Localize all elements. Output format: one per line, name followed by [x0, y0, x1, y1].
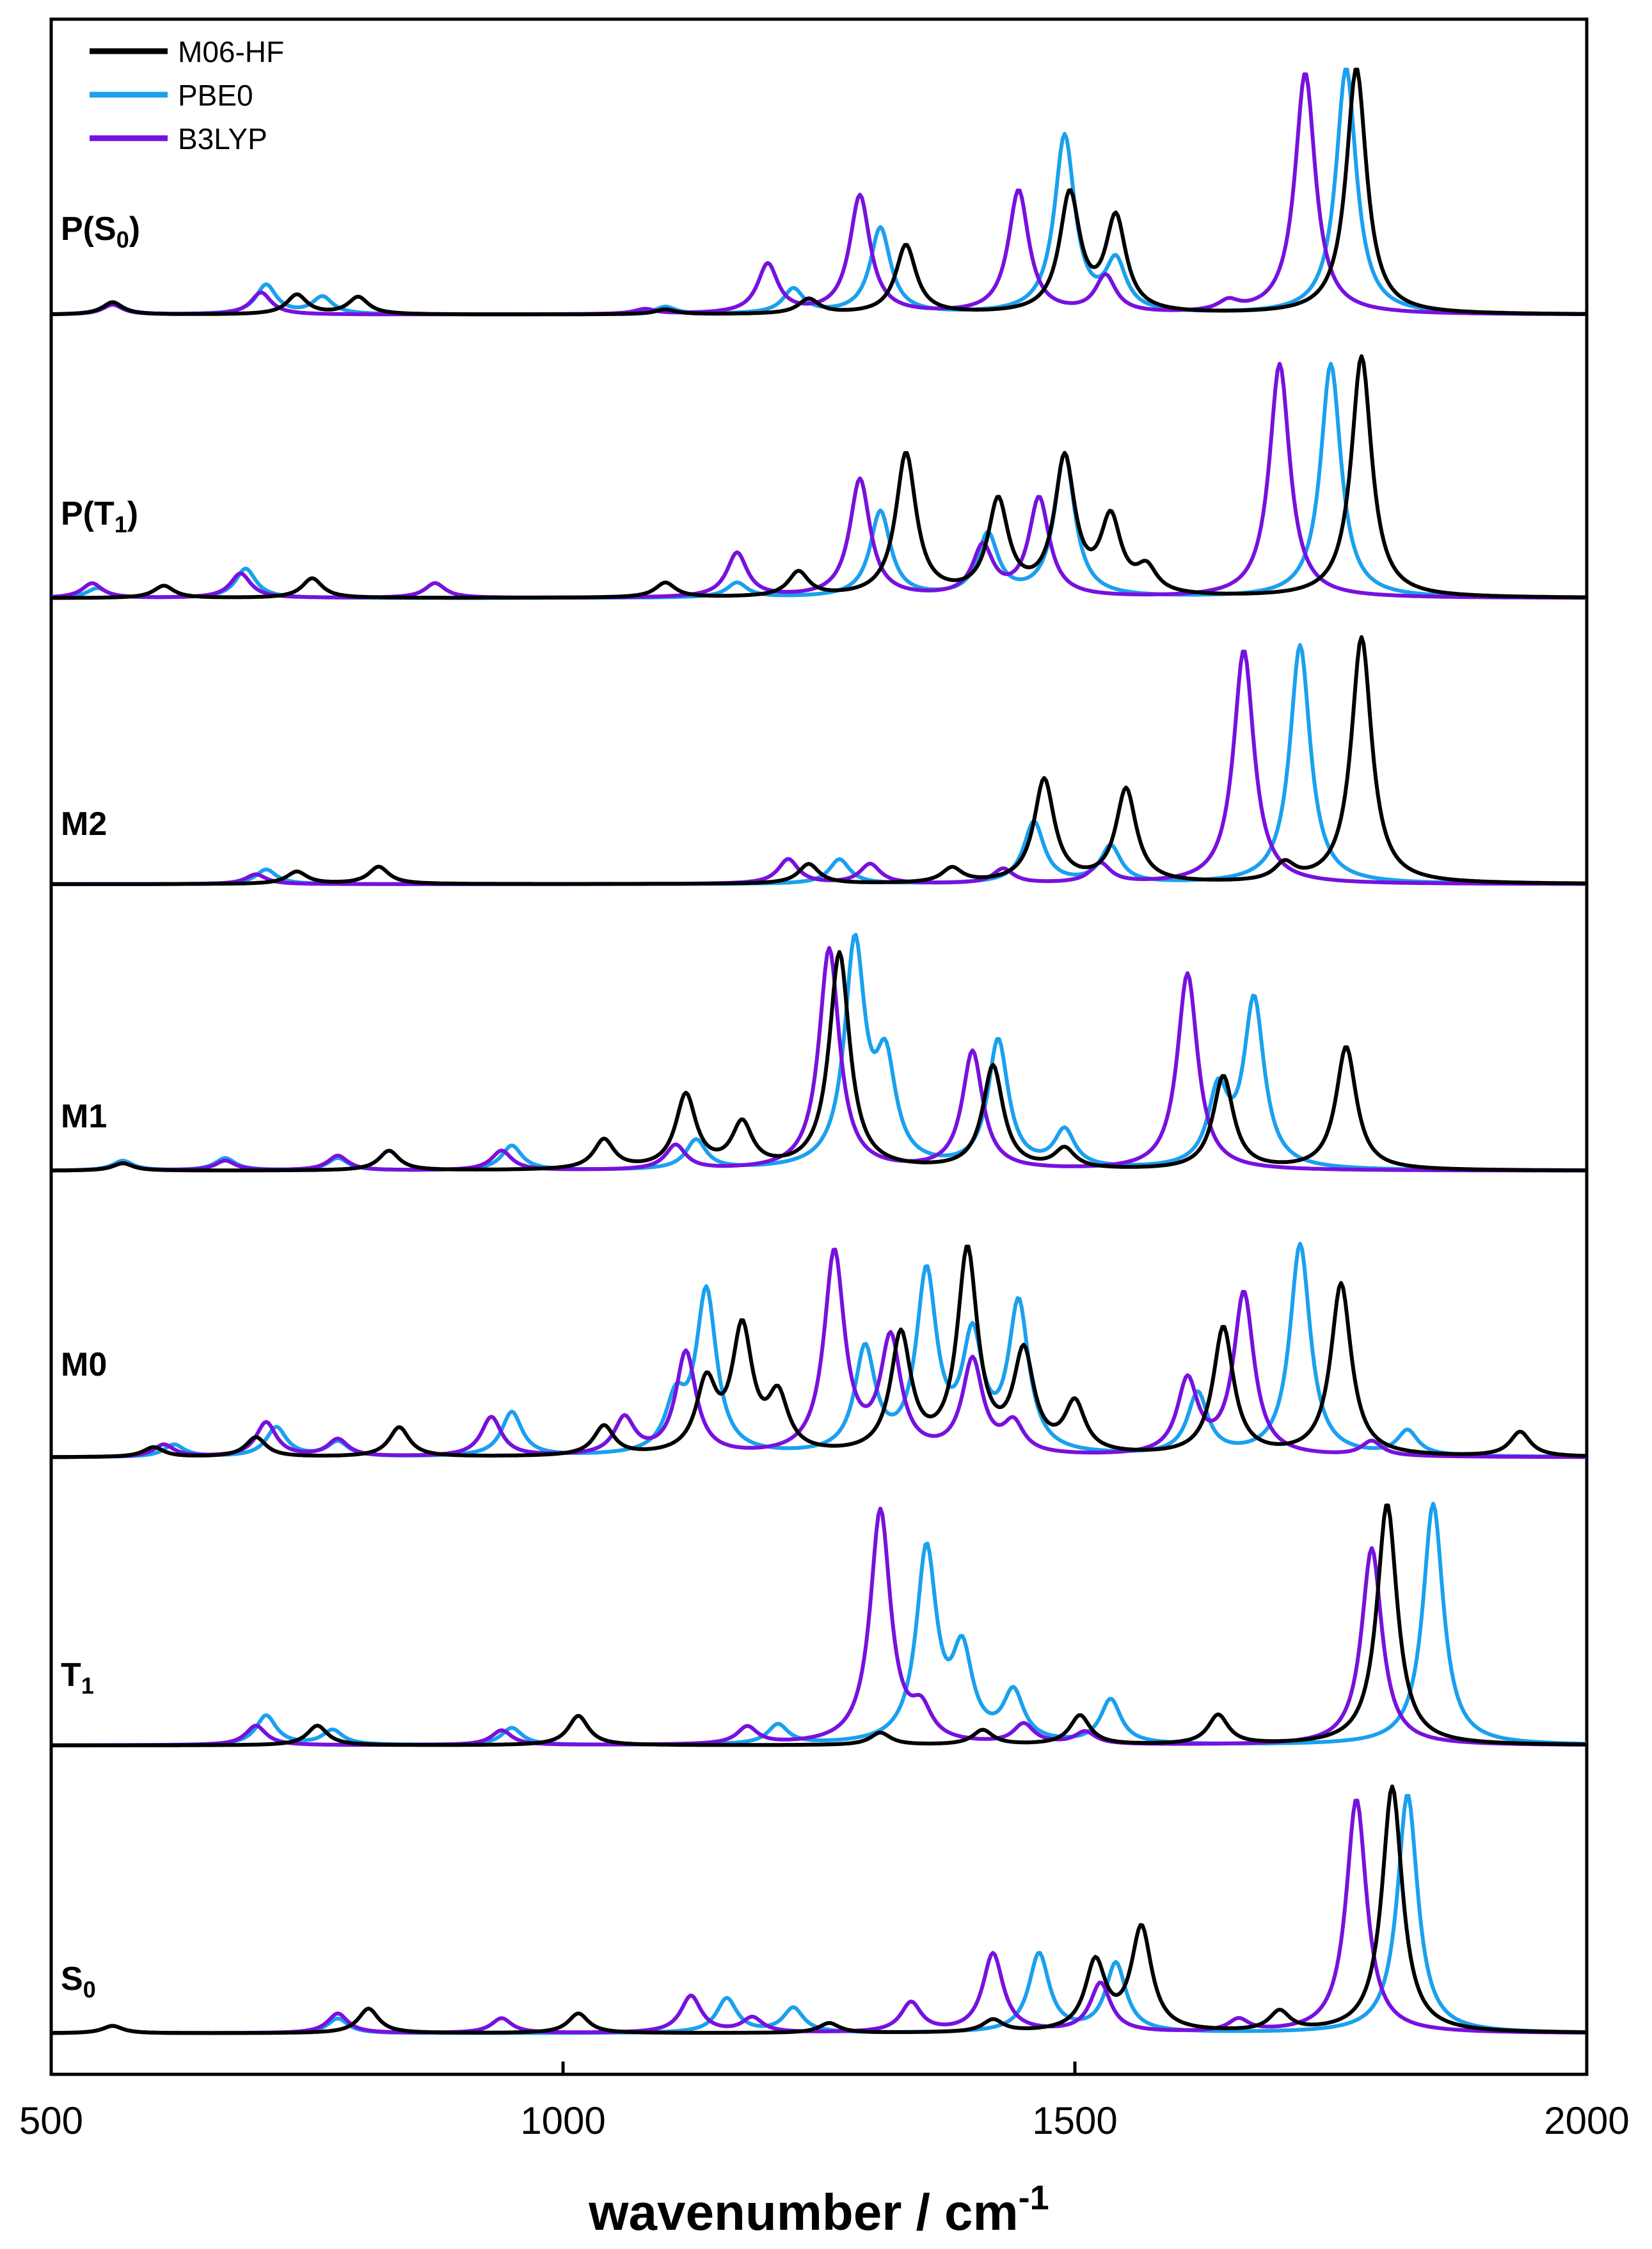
x-axis-title: wavenumber / cm-1 [588, 2179, 1049, 2241]
series-line-s0-m06hf [51, 1784, 1587, 2035]
series-line-pt1-m06hf [51, 354, 1587, 600]
x-axis-title-exponent: -1 [1019, 2179, 1049, 2217]
series-line-m2-m06hf [51, 635, 1587, 886]
x-axis-title-text: wavenumber / cm [588, 2184, 1018, 2241]
legend: M06-HF PBE0 B3LYP [90, 35, 284, 155]
panel-m1 [51, 933, 1587, 1173]
series-line-t1-pbe0 [51, 1502, 1587, 1747]
series-line-s0-pbe0 [51, 1793, 1587, 2035]
series-line-m1-m06hf [51, 950, 1587, 1173]
series-line-m0-b3lyp [51, 1248, 1587, 1459]
series-line-s0-b3lyp [51, 1799, 1587, 2035]
panel-label-pt1: P(T1) [61, 495, 138, 537]
plot-frame [49, 17, 1589, 2076]
panel-ps0 [51, 67, 1587, 317]
panel-t1 [51, 1502, 1587, 1747]
legend-label-b3lyp: B3LYP [178, 122, 267, 155]
panel-label-t1: T1 [61, 1657, 94, 1699]
x-tick-label-1500: 1500 [1032, 2099, 1117, 2142]
x-tick-label-1000: 1000 [520, 2099, 605, 2142]
series-line-m0-m06hf [51, 1244, 1587, 1459]
panel-s0 [51, 1784, 1587, 2035]
panel-label-m0: M0 [61, 1346, 107, 1383]
panel-labels: P(S0) P(T1) M2 M1 M0 T1 S0 [61, 211, 140, 2003]
panel-pt1 [51, 354, 1587, 600]
series-line-m2-b3lyp [51, 649, 1587, 886]
panel-label-m1: M1 [61, 1098, 107, 1135]
series-line-t1-m06hf [51, 1503, 1587, 1747]
legend-label-pbe0: PBE0 [178, 79, 253, 112]
series-layer [51, 67, 1587, 2035]
series-line-ps0-pbe0 [51, 67, 1587, 317]
x-tick-label-500: 500 [19, 2099, 83, 2142]
panel-m0 [51, 1241, 1587, 1459]
panel-label-m2: M2 [61, 806, 107, 843]
series-line-m1-b3lyp [51, 946, 1587, 1173]
panel-label-ps0: P(S0) [61, 211, 140, 253]
series-line-m0-pbe0 [51, 1241, 1587, 1459]
series-line-t1-b3lyp [51, 1506, 1587, 1747]
series-line-ps0-b3lyp [51, 72, 1587, 317]
panel-m2 [51, 635, 1587, 886]
x-axis-ticks: 500 1000 1500 2000 [19, 2062, 1630, 2142]
legend-label-m06hf: M06-HF [178, 35, 284, 68]
x-tick-label-2000: 2000 [1544, 2099, 1629, 2142]
series-line-ps0-m06hf [51, 67, 1587, 317]
panel-label-s0: S0 [61, 1960, 96, 2003]
